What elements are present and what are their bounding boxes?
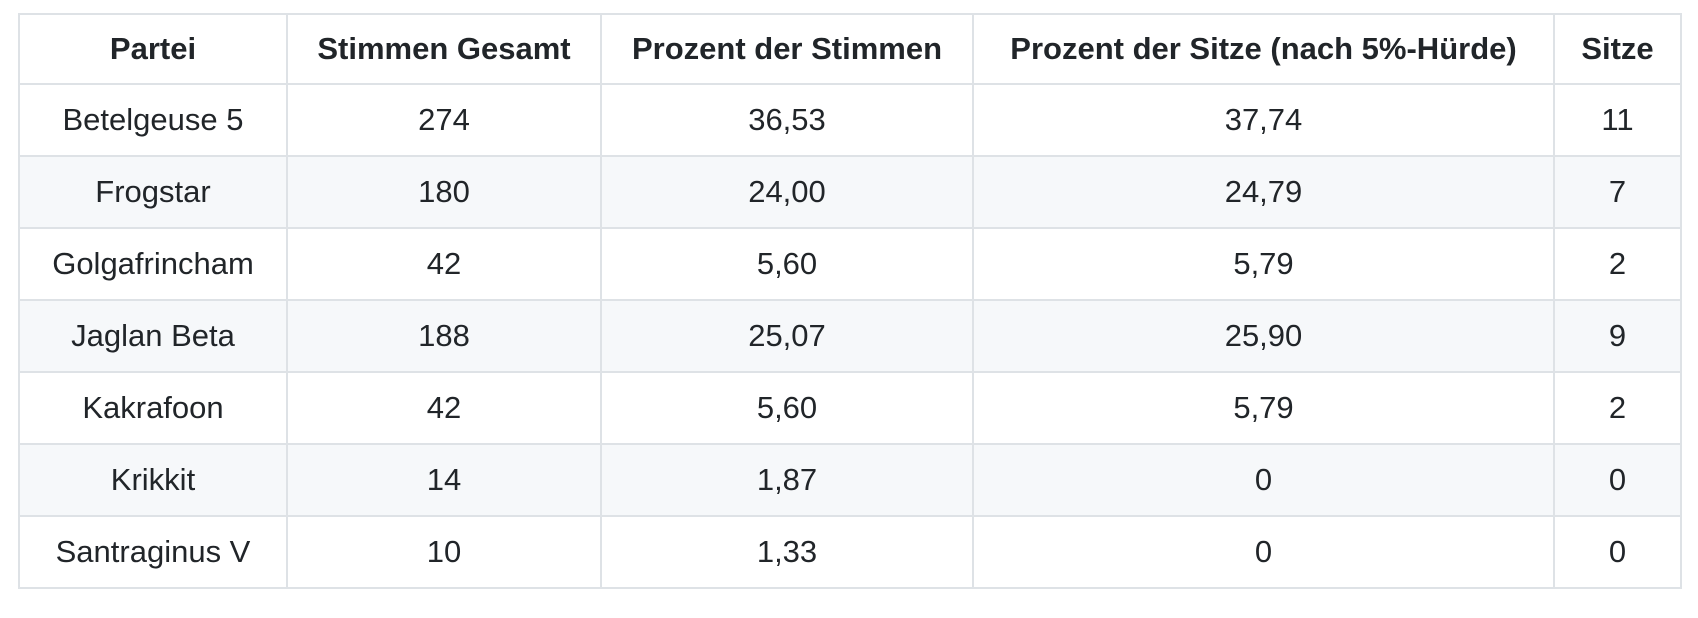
cell-prozent-der-stimmen: 24,00 (600, 155, 974, 229)
cell-partei: Frogstar (18, 155, 288, 229)
table-row-frogstar: Frogstar 180 24,00 24,79 7 (18, 155, 1682, 229)
column-header-partei: Partei (18, 13, 288, 85)
cell-partei: Krikkit (18, 443, 288, 517)
cell-prozent-der-stimmen: 25,07 (600, 299, 974, 373)
cell-stimmen-gesamt: 42 (286, 227, 602, 301)
election-results-table: Partei Stimmen Gesamt Prozent der Stimme… (18, 13, 1682, 589)
cell-prozent-der-sitze: 0 (972, 443, 1555, 517)
cell-stimmen-gesamt: 188 (286, 299, 602, 373)
cell-partei: Santraginus V (18, 515, 288, 589)
cell-stimmen-gesamt: 180 (286, 155, 602, 229)
table-row-kakrafoon: Kakrafoon 42 5,60 5,79 2 (18, 371, 1682, 445)
cell-sitze: 0 (1553, 443, 1682, 517)
cell-partei: Betelgeuse 5 (18, 83, 288, 157)
cell-stimmen-gesamt: 10 (286, 515, 602, 589)
cell-prozent-der-stimmen: 5,60 (600, 227, 974, 301)
cell-partei: Golgafrincham (18, 227, 288, 301)
cell-stimmen-gesamt: 274 (286, 83, 602, 157)
cell-sitze: 0 (1553, 515, 1682, 589)
cell-prozent-der-sitze: 25,90 (972, 299, 1555, 373)
page: Partei Stimmen Gesamt Prozent der Stimme… (18, 13, 1682, 589)
cell-prozent-der-stimmen: 5,60 (600, 371, 974, 445)
table-row-krikkit: Krikkit 14 1,87 0 0 (18, 443, 1682, 517)
column-header-stimmen-gesamt: Stimmen Gesamt (286, 13, 602, 85)
column-header-prozent-der-stimmen: Prozent der Stimmen (600, 13, 974, 85)
cell-partei: Jaglan Beta (18, 299, 288, 373)
column-header-prozent-der-sitze: Prozent der Sitze (nach 5%-Hürde) (972, 13, 1555, 85)
table-row-santraginus-v: Santraginus V 10 1,33 0 0 (18, 515, 1682, 589)
cell-sitze: 7 (1553, 155, 1682, 229)
cell-prozent-der-sitze: 5,79 (972, 371, 1555, 445)
cell-sitze: 2 (1553, 371, 1682, 445)
cell-sitze: 2 (1553, 227, 1682, 301)
cell-prozent-der-sitze: 5,79 (972, 227, 1555, 301)
cell-prozent-der-sitze: 37,74 (972, 83, 1555, 157)
table-header-row: Partei Stimmen Gesamt Prozent der Stimme… (18, 13, 1682, 85)
cell-prozent-der-sitze: 0 (972, 515, 1555, 589)
cell-prozent-der-sitze: 24,79 (972, 155, 1555, 229)
cell-stimmen-gesamt: 14 (286, 443, 602, 517)
cell-prozent-der-stimmen: 1,33 (600, 515, 974, 589)
cell-prozent-der-stimmen: 1,87 (600, 443, 974, 517)
column-header-sitze: Sitze (1553, 13, 1682, 85)
cell-sitze: 11 (1553, 83, 1682, 157)
table-row-betelgeuse-5: Betelgeuse 5 274 36,53 37,74 11 (18, 83, 1682, 157)
table-row-golgafrincham: Golgafrincham 42 5,60 5,79 2 (18, 227, 1682, 301)
cell-partei: Kakrafoon (18, 371, 288, 445)
cell-prozent-der-stimmen: 36,53 (600, 83, 974, 157)
cell-stimmen-gesamt: 42 (286, 371, 602, 445)
table-row-jaglan-beta: Jaglan Beta 188 25,07 25,90 9 (18, 299, 1682, 373)
cell-sitze: 9 (1553, 299, 1682, 373)
